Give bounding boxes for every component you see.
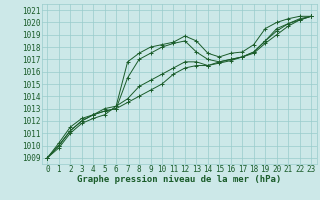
X-axis label: Graphe pression niveau de la mer (hPa): Graphe pression niveau de la mer (hPa): [77, 175, 281, 184]
